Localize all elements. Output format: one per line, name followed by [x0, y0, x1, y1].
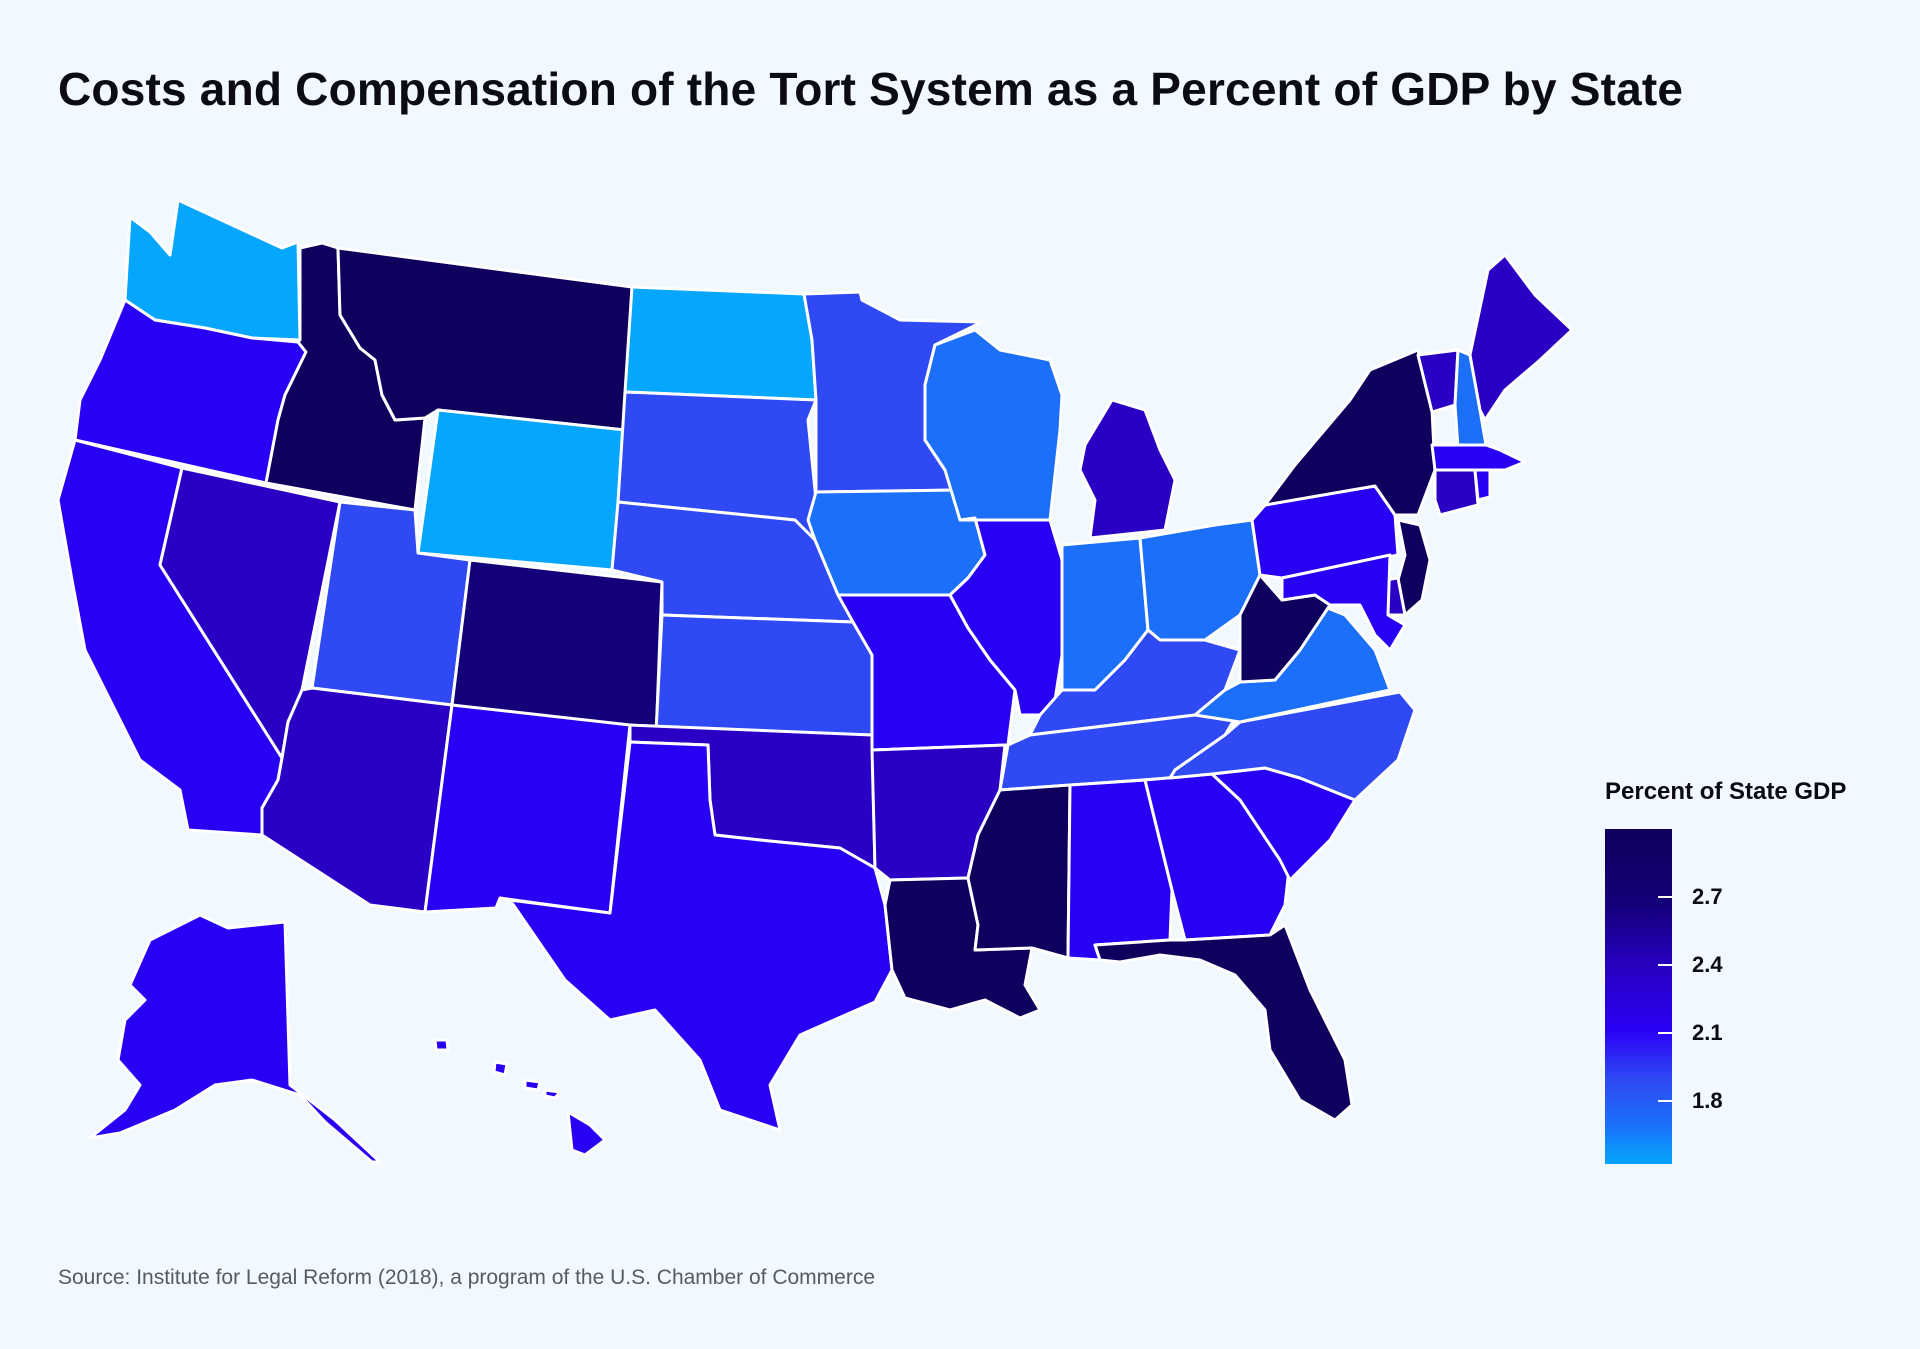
- state-NJ[interactable]: [1396, 518, 1432, 617]
- state-MI[interactable]: [1078, 398, 1177, 540]
- legend-color-scale: [1605, 829, 1672, 1164]
- state-FL[interactable]: [1093, 923, 1354, 1122]
- state-MA[interactable]: [1430, 443, 1527, 472]
- state-HI[interactable]: [433, 1038, 607, 1157]
- state-NC[interactable]: [1168, 690, 1417, 802]
- map-title: Costs and Compensation of the Tort Syste…: [58, 63, 1684, 115]
- state-NY[interactable]: [1263, 348, 1437, 517]
- legend-tick-label: 2.4: [1692, 951, 1723, 977]
- state-KS[interactable]: [654, 613, 874, 737]
- legend-tick-mark: [1658, 1099, 1672, 1102]
- source-note: Source: Institute for Legal Reform (2018…: [58, 1266, 876, 1289]
- state-NM[interactable]: [423, 703, 632, 915]
- state-AZ[interactable]: [260, 686, 454, 914]
- legend-tick-label: 1.8: [1692, 1087, 1723, 1113]
- us-states-map: [56, 198, 1574, 1164]
- legend-title: Percent of State GDP: [1605, 778, 1847, 805]
- state-RI[interactable]: [1473, 468, 1492, 502]
- legend-tick-label: 2.7: [1692, 883, 1723, 909]
- state-AK[interactable]: [88, 913, 382, 1164]
- legend-tick-label: 2.1: [1692, 1019, 1723, 1045]
- state-ME[interactable]: [1468, 253, 1574, 422]
- state-CT[interactable]: [1433, 468, 1480, 517]
- state-TX[interactable]: [508, 740, 894, 1132]
- legend-tick-mark: [1658, 963, 1672, 966]
- state-ND[interactable]: [623, 285, 818, 402]
- state-MD[interactable]: [1280, 553, 1407, 652]
- state-WY[interactable]: [416, 408, 627, 572]
- legend-tick-mark: [1658, 895, 1672, 898]
- legend-tick-mark: [1658, 1031, 1672, 1034]
- state-WI[interactable]: [923, 328, 1064, 522]
